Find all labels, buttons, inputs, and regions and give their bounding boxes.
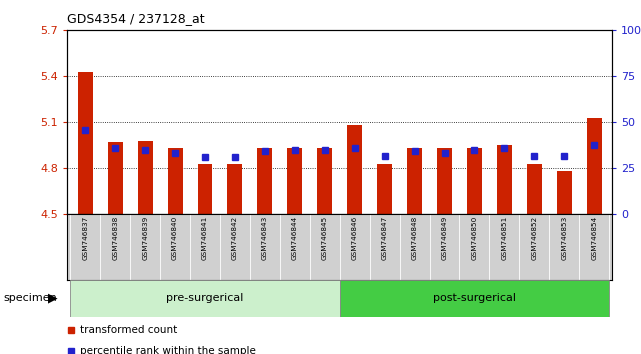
Text: specimen: specimen: [3, 293, 57, 303]
Bar: [527, 164, 542, 214]
Text: ▶: ▶: [48, 292, 58, 305]
Text: transformed count: transformed count: [80, 325, 178, 335]
Text: GSM746841: GSM746841: [202, 216, 208, 261]
Bar: [437, 148, 452, 214]
Bar: [557, 171, 572, 214]
Bar: [377, 164, 392, 214]
Bar: [78, 72, 93, 214]
Bar: [347, 125, 362, 214]
Text: GSM746854: GSM746854: [591, 216, 597, 261]
Text: GSM746853: GSM746853: [562, 216, 567, 261]
Text: GSM746842: GSM746842: [232, 216, 238, 261]
Bar: [340, 280, 609, 317]
Text: GSM746850: GSM746850: [471, 216, 478, 261]
Text: GSM746837: GSM746837: [82, 216, 88, 261]
Text: GSM746848: GSM746848: [412, 216, 417, 261]
Bar: [407, 148, 422, 214]
Bar: [197, 164, 213, 214]
Bar: [317, 148, 332, 214]
Bar: [467, 148, 482, 214]
Text: post-surgerical: post-surgerical: [433, 293, 516, 303]
Text: GSM746840: GSM746840: [172, 216, 178, 261]
Bar: [167, 148, 183, 214]
Text: GSM746846: GSM746846: [352, 216, 358, 261]
Text: pre-surgerical: pre-surgerical: [166, 293, 244, 303]
Bar: [138, 141, 153, 214]
Bar: [258, 148, 272, 214]
Text: GSM746847: GSM746847: [381, 216, 388, 261]
Text: GSM746844: GSM746844: [292, 216, 298, 261]
Text: GSM746851: GSM746851: [501, 216, 508, 261]
Text: percentile rank within the sample: percentile rank within the sample: [80, 346, 256, 354]
Bar: [228, 164, 242, 214]
Text: GSM746852: GSM746852: [531, 216, 537, 261]
Text: GSM746845: GSM746845: [322, 216, 328, 261]
Bar: [287, 148, 303, 214]
Text: GSM746843: GSM746843: [262, 216, 268, 261]
Text: GSM746849: GSM746849: [442, 216, 447, 261]
Bar: [587, 118, 602, 214]
Text: GSM746838: GSM746838: [112, 216, 118, 261]
Bar: [108, 142, 122, 214]
Bar: [71, 280, 340, 317]
Bar: [497, 145, 512, 214]
Text: GSM746839: GSM746839: [142, 216, 148, 261]
Text: GDS4354 / 237128_at: GDS4354 / 237128_at: [67, 12, 205, 25]
